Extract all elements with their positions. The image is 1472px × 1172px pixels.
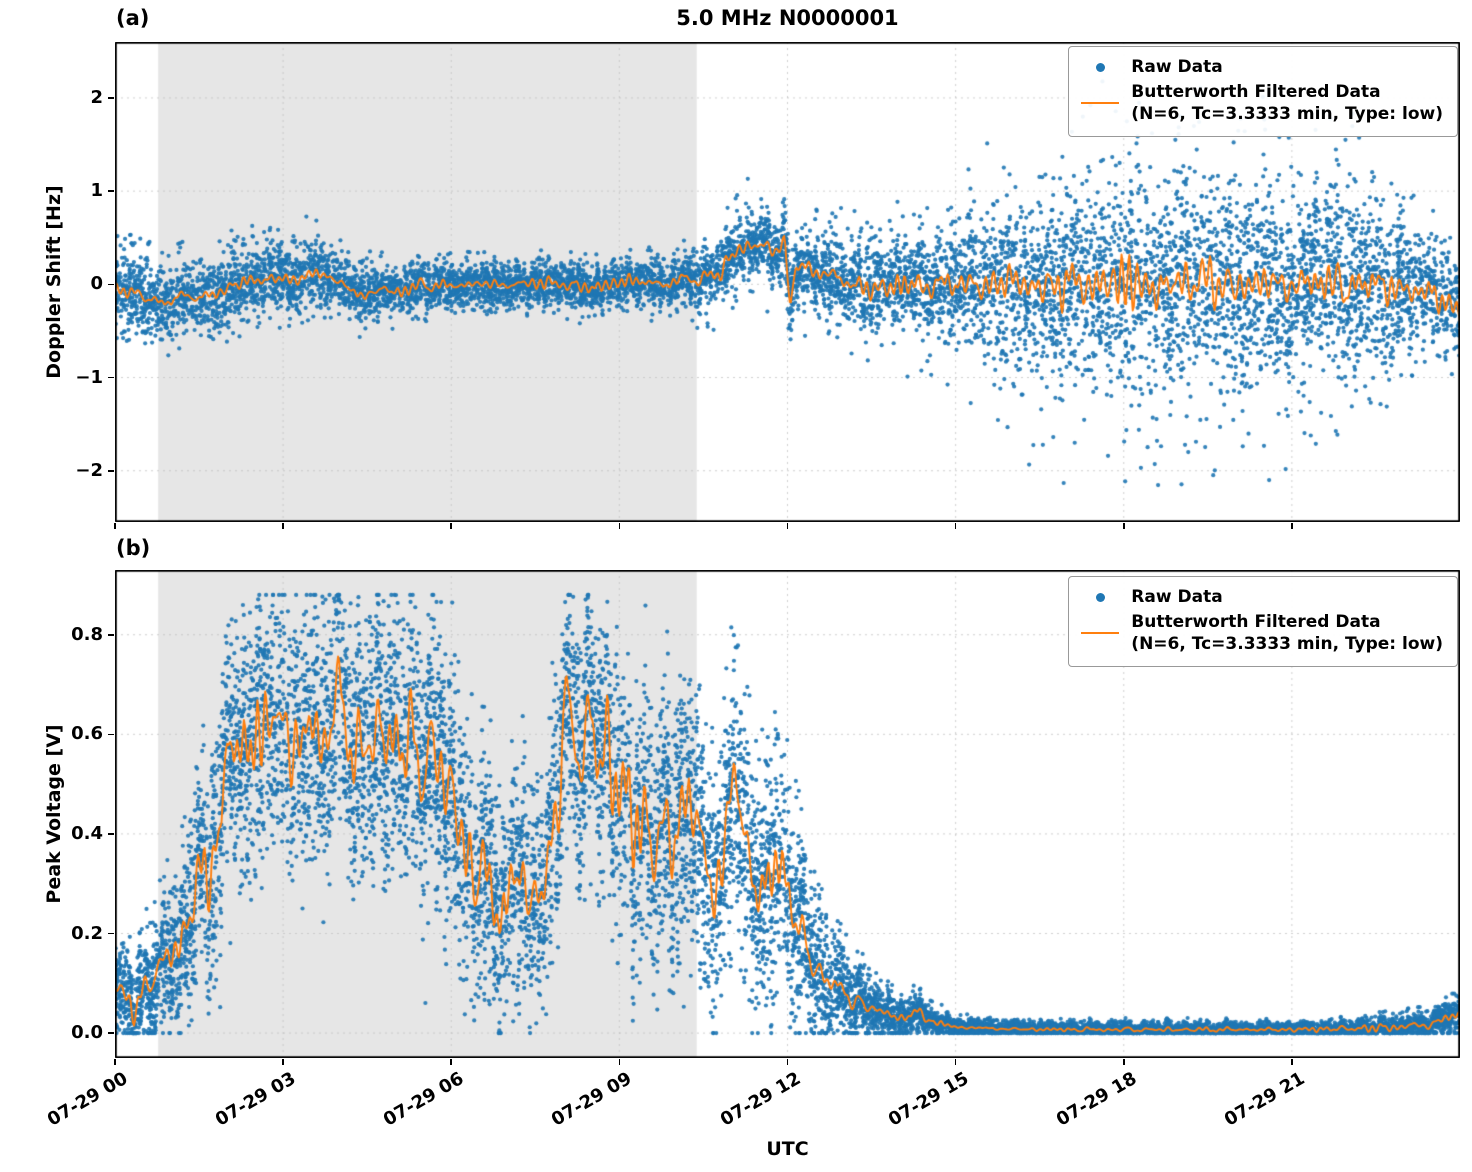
filtered-data-line-icon xyxy=(1081,102,1120,105)
raw-data-marker-icon xyxy=(1095,592,1105,602)
legend-raw-label: Raw Data xyxy=(1131,57,1223,77)
panel-a-legend: Raw Data Butterworth Filtered Data (N=6,… xyxy=(1068,46,1458,138)
legend-filtered-entry: Butterworth Filtered Data (N=6, Tc=3.333… xyxy=(1079,611,1443,655)
y-tick-mark xyxy=(108,469,114,472)
x-tick-mark xyxy=(114,1059,116,1065)
figure-title: 5.0 MHz N0000001 xyxy=(676,6,899,30)
y-tick-label: −1 xyxy=(75,366,103,388)
legend-filtered-entry: Butterworth Filtered Data (N=6, Tc=3.333… xyxy=(1079,81,1443,125)
x-tick-mark xyxy=(618,1059,621,1065)
y-tick-mark xyxy=(108,190,114,192)
x-tick-label: 07-29 21 xyxy=(1220,1068,1309,1131)
x-axis-label: UTC xyxy=(766,1138,809,1160)
legend-filtered-sublabel: (N=6, Tc=3.3333 min, Type: low) xyxy=(1131,104,1443,125)
x-tick-mark xyxy=(450,523,453,529)
y-tick-label: 0.4 xyxy=(71,822,103,844)
y-tick-mark xyxy=(108,733,114,736)
y-tick-label: 0.8 xyxy=(71,623,103,645)
y-tick-label: 0.6 xyxy=(71,723,103,745)
y-tick-mark xyxy=(108,376,114,379)
y-tick-label: 0 xyxy=(90,273,103,295)
legend-raw-label: Raw Data xyxy=(1131,587,1223,607)
x-tick-mark xyxy=(1291,523,1293,529)
panel-b-y-axis-label: Peak Voltage [V] xyxy=(43,724,65,904)
legend-raw-entry: Raw Data xyxy=(1079,56,1443,78)
raw-data-marker-icon xyxy=(1095,62,1105,72)
x-tick-mark xyxy=(786,1059,789,1065)
x-tick-mark xyxy=(1122,1059,1125,1065)
x-tick-mark xyxy=(282,1059,284,1065)
panel-b-label: (b) xyxy=(116,536,151,560)
legend-filtered-label: Butterworth Filtered Data xyxy=(1131,82,1381,103)
x-tick-label: 07-29 18 xyxy=(1052,1068,1141,1131)
x-tick-mark xyxy=(282,523,284,529)
legend-raw-entry: Raw Data xyxy=(1079,586,1443,608)
y-tick-label: 1 xyxy=(90,180,103,202)
legend-filtered-sublabel: (N=6, Tc=3.3333 min, Type: low) xyxy=(1131,634,1443,655)
x-tick-mark xyxy=(954,523,957,529)
y-tick-label: 0.0 xyxy=(71,1022,103,1044)
y-tick-mark xyxy=(108,1032,114,1034)
x-tick-mark xyxy=(786,523,789,529)
x-tick-mark xyxy=(450,1059,453,1065)
x-tick-mark xyxy=(954,1059,957,1065)
x-tick-label: 07-29 12 xyxy=(716,1068,804,1131)
legend-filtered-label: Butterworth Filtered Data xyxy=(1131,612,1381,633)
x-tick-mark xyxy=(618,523,621,529)
x-tick-label: 07-29 09 xyxy=(548,1068,636,1131)
y-tick-mark xyxy=(108,283,114,286)
x-tick-mark xyxy=(1122,523,1125,529)
panel-a-label: (a) xyxy=(116,6,150,30)
y-tick-label: 0.2 xyxy=(71,922,103,944)
x-tick-mark xyxy=(114,523,116,529)
y-tick-mark xyxy=(108,97,114,99)
filtered-data-line-icon xyxy=(1081,632,1120,635)
x-tick-label: 07-29 06 xyxy=(380,1068,468,1131)
x-tick-label: 07-29 00 xyxy=(44,1068,132,1131)
x-tick-label: 07-29 15 xyxy=(884,1068,973,1131)
y-tick-label: 2 xyxy=(90,86,103,108)
y-tick-mark xyxy=(108,932,114,935)
y-tick-label: −2 xyxy=(75,459,103,481)
y-tick-mark xyxy=(108,633,114,636)
x-tick-label: 07-29 03 xyxy=(212,1068,300,1131)
y-tick-mark xyxy=(108,833,114,835)
x-tick-mark xyxy=(1291,1059,1293,1065)
panel-b-legend: Raw Data Butterworth Filtered Data (N=6,… xyxy=(1068,576,1458,668)
